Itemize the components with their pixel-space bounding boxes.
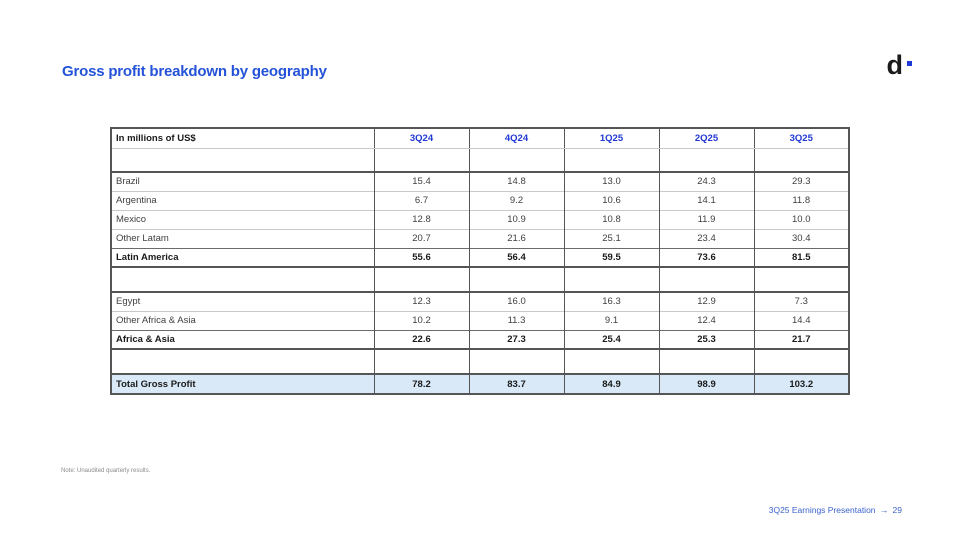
cell-value: 10.6	[563, 190, 659, 210]
row-label: Latin America	[111, 247, 374, 268]
subtotal-row-latin-america: Latin America 55.6 56.4 59.5 73.6 81.5	[111, 247, 849, 268]
cell-value: 29.3	[753, 171, 849, 191]
cell-value: 9.2	[468, 190, 564, 210]
cell-value: 55.6	[373, 247, 469, 268]
table-row: Mexico 12.8 10.9 10.8 11.9 10.0	[111, 209, 849, 229]
cell-value: 25.1	[563, 228, 659, 248]
row-label: Other Latam	[111, 228, 374, 248]
cell-value: 16.3	[563, 291, 659, 311]
cell-value: 12.8	[373, 209, 469, 229]
logo-letter: d	[886, 50, 904, 80]
spacer-row	[111, 148, 849, 173]
cell-value: 22.6	[373, 329, 469, 350]
cell-value: 59.5	[563, 247, 659, 268]
spacer-row	[111, 267, 849, 293]
footer-label: 3Q25 Earnings Presentation	[768, 505, 876, 515]
gross-profit-table: In millions of US$ 3Q24 4Q24 1Q25 2Q25 3…	[110, 127, 850, 395]
cell-value: 103.2	[753, 374, 849, 394]
cell-value: 12.3	[373, 291, 469, 311]
cell-value: 21.7	[753, 329, 849, 350]
row-label: Argentina	[111, 190, 374, 210]
cell-value: 15.4	[373, 171, 469, 191]
header-units-label: In millions of US$	[111, 128, 374, 149]
table-row: Other Africa & Asia 10.2 11.3 9.1 12.4 1…	[111, 310, 849, 330]
cell-value: 11.8	[753, 190, 849, 210]
cell-value: 13.0	[563, 171, 659, 191]
cell-value: 56.4	[468, 247, 564, 268]
row-label: Africa & Asia	[111, 329, 374, 350]
cell-value: 20.7	[373, 228, 469, 248]
cell-value: 10.8	[563, 209, 659, 229]
total-gross-profit-row: Total Gross Profit 78.2 83.7 84.9 98.9 1…	[111, 374, 849, 394]
header-quarter: 3Q24	[373, 128, 469, 149]
logo-dot-icon	[907, 61, 912, 66]
cell-value: 21.6	[468, 228, 564, 248]
row-label: Total Gross Profit	[111, 374, 374, 394]
cell-value: 25.3	[658, 329, 754, 350]
cell-value: 30.4	[753, 228, 849, 248]
cell-value: 10.2	[373, 310, 469, 330]
cell-value: 7.3	[753, 291, 849, 311]
table-row: Brazil 15.4 14.8 13.0 24.3 29.3	[111, 171, 849, 191]
cell-value: 10.9	[468, 209, 564, 229]
cell-value: 12.4	[658, 310, 754, 330]
table-row: Other Latam 20.7 21.6 25.1 23.4 30.4	[111, 228, 849, 248]
gross-profit-table-container: In millions of US$ 3Q24 4Q24 1Q25 2Q25 3…	[110, 127, 850, 395]
cell-value: 73.6	[658, 247, 754, 268]
cell-value: 24.3	[658, 171, 754, 191]
cell-value: 84.9	[563, 374, 659, 394]
cell-value: 9.1	[563, 310, 659, 330]
cell-value: 10.0	[753, 209, 849, 229]
row-label: Other Africa & Asia	[111, 310, 374, 330]
page-title: Gross profit breakdown by geography	[62, 63, 327, 80]
header-quarter: 3Q25	[753, 128, 849, 149]
cell-value: 83.7	[468, 374, 564, 394]
cell-value: 14.8	[468, 171, 564, 191]
footnote: Note: Unaudited quarterly results.	[61, 468, 151, 474]
cell-value: 14.4	[753, 310, 849, 330]
cell-value: 27.3	[468, 329, 564, 350]
table-row: Egypt 12.3 16.0 16.3 12.9 7.3	[111, 291, 849, 311]
spacer-row	[111, 349, 849, 375]
row-label: Brazil	[111, 171, 374, 191]
subtotal-row-africa-asia: Africa & Asia 22.6 27.3 25.4 25.3 21.7	[111, 329, 849, 350]
slide-footer: 3Q25 Earnings Presentation → 29	[769, 505, 902, 515]
table-header-row: In millions of US$ 3Q24 4Q24 1Q25 2Q25 3…	[111, 128, 849, 149]
cell-value: 78.2	[373, 374, 469, 394]
cell-value: 23.4	[658, 228, 754, 248]
page-number: 29	[892, 505, 902, 515]
row-label: Mexico	[111, 209, 374, 229]
cell-value: 11.9	[658, 209, 754, 229]
dlocal-logo: d	[886, 50, 912, 80]
header-quarter: 2Q25	[658, 128, 754, 149]
cell-value: 11.3	[468, 310, 564, 330]
header-quarter: 4Q24	[468, 128, 564, 149]
cell-value: 14.1	[658, 190, 754, 210]
cell-value: 25.4	[563, 329, 659, 350]
cell-value: 98.9	[658, 374, 754, 394]
header-quarter: 1Q25	[563, 128, 659, 149]
table-row: Argentina 6.7 9.2 10.6 14.1 11.8	[111, 190, 849, 210]
cell-value: 6.7	[373, 190, 469, 210]
cell-value: 12.9	[658, 291, 754, 311]
cell-value: 81.5	[753, 247, 849, 268]
cell-value: 16.0	[468, 291, 564, 311]
arrow-right-icon: →	[879, 505, 889, 515]
row-label: Egypt	[111, 291, 374, 311]
